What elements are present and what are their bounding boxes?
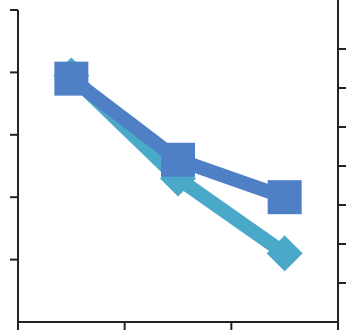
series-2: [54, 61, 302, 215]
data-point-square: [161, 142, 195, 177]
data-point-diamond: [266, 235, 303, 272]
data-point-square: [267, 180, 302, 215]
data-point-square: [54, 61, 89, 96]
series-layer: [53, 57, 303, 272]
axes: [10, 0, 346, 330]
